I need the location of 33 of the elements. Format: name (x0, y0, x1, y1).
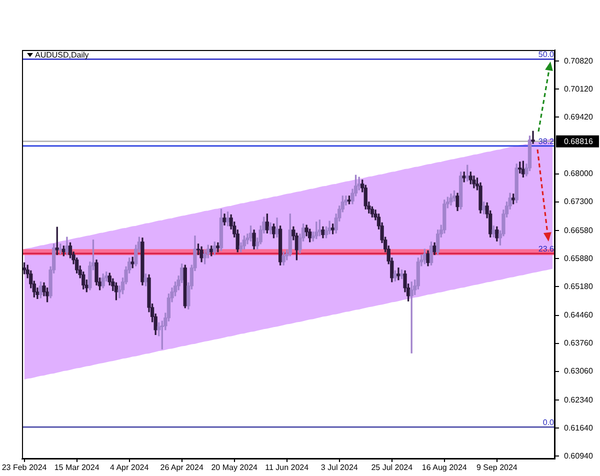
annotation: 50.0 (538, 50, 555, 60)
annotation: 23.6 (538, 244, 555, 254)
candlestick (396, 268, 400, 280)
y-tick-label: 0.62340 (564, 395, 594, 404)
annotation: 0.0 (542, 418, 555, 428)
y-tick-label: 0.69420 (564, 112, 594, 122)
y-tick-label: 0.67300 (564, 197, 594, 206)
annotation: 38.2 (538, 136, 555, 146)
ref-line-label: 0.68816 (564, 137, 594, 146)
y-tick-label: 0.60940 (564, 451, 594, 460)
candlestick (531, 130, 535, 144)
x-tick-label: 25 Jul 2024 (371, 463, 414, 472)
y-tick-label: 0.65880 (564, 254, 594, 263)
x-tick-label: 4 Apr 2024 (110, 463, 150, 472)
chart-title: AUDUSD,Daily (35, 50, 89, 60)
y-tick-label: 0.70820 (564, 56, 594, 66)
candlestick (410, 282, 414, 354)
x-tick-label: 3 Jul 2024 (320, 463, 358, 472)
x-tick-label: 9 Sep 2024 (476, 463, 518, 472)
y-tick-label: 0.64460 (564, 310, 594, 320)
y-tick-label: 0.65180 (564, 282, 594, 291)
y-tick-label: 0.61640 (564, 423, 594, 432)
x-tick-label: 26 Apr 2024 (160, 463, 204, 472)
y-tick-label: 0.63760 (564, 338, 594, 348)
x-tick-label: 23 Feb 2024 (2, 463, 48, 472)
y-tick-label: 0.66580 (564, 226, 594, 235)
y-tick-label: 0.68000 (564, 169, 594, 178)
y-tick-label: 0.70120 (564, 84, 594, 94)
x-tick-label: 15 Mar 2024 (54, 463, 100, 472)
x-tick-label: 11 Jun 2024 (265, 463, 310, 472)
y-tick-label: 0.63060 (564, 366, 594, 376)
x-tick-label: 16 Aug 2024 (422, 463, 468, 472)
x-tick-label: 20 May 2024 (211, 463, 258, 472)
